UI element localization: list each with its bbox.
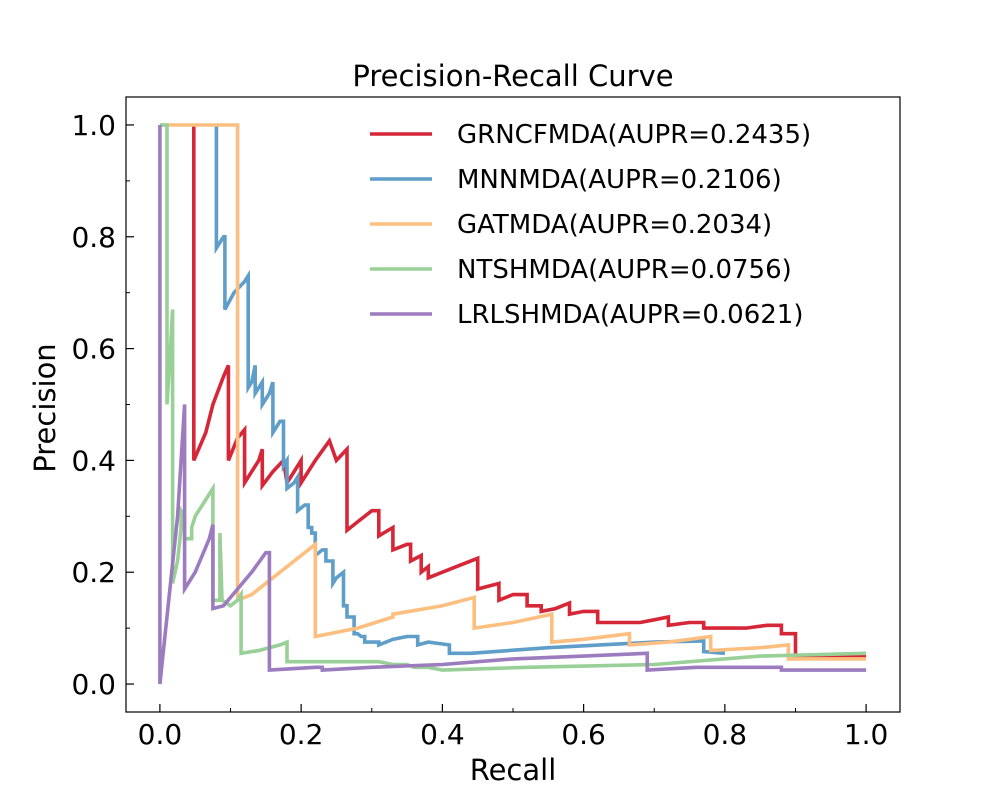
legend-label-0: GRNCFMDA(AUPR=0.2435) [457, 120, 811, 150]
y-tick-label: 0.6 [71, 333, 116, 366]
y-axis-title: Precision [28, 343, 62, 472]
series-line-0 [192, 125, 867, 658]
x-axis-title: Recall [470, 753, 557, 787]
y-tick-label: 0.4 [71, 444, 116, 477]
x-tick-label: 0.2 [279, 718, 324, 751]
legend-label-2: GATMDA(AUPR=0.2034) [457, 210, 772, 240]
series-line-2 [159, 123, 867, 661]
series-layer [158, 123, 867, 685]
x-tick-label: 1.0 [844, 718, 889, 751]
y-tick-label: 1.0 [71, 109, 116, 142]
x-tick-label: 0.0 [138, 718, 183, 751]
x-tick-label: 0.4 [420, 718, 465, 751]
chart-title: Precision-Recall Curve [352, 59, 673, 93]
y-tick-label: 0.0 [71, 668, 116, 701]
legend-label-1: MNNMDA(AUPR=0.2106) [457, 165, 782, 195]
ticks-layer: 0.0 0.2 0.4 0.6 0.8 1.0 0.0 0.2 0.4 0.6 0.8 1.0 [71, 109, 888, 751]
x-tick-label: 0.6 [561, 718, 606, 751]
series-line-4 [158, 125, 867, 685]
legend-label-4: LRLSHMDA(AUPR=0.0621) [457, 300, 803, 330]
y-tick-label: 0.2 [71, 556, 116, 589]
legend-label-3: NTSHMDA(AUPR=0.0756) [457, 255, 792, 285]
legend: GRNCFMDA(AUPR=0.2435) MNNMDA(AUPR=0.2106)… [370, 120, 811, 330]
y-tick-label: 0.8 [71, 221, 116, 254]
x-tick-label: 0.8 [703, 718, 748, 751]
